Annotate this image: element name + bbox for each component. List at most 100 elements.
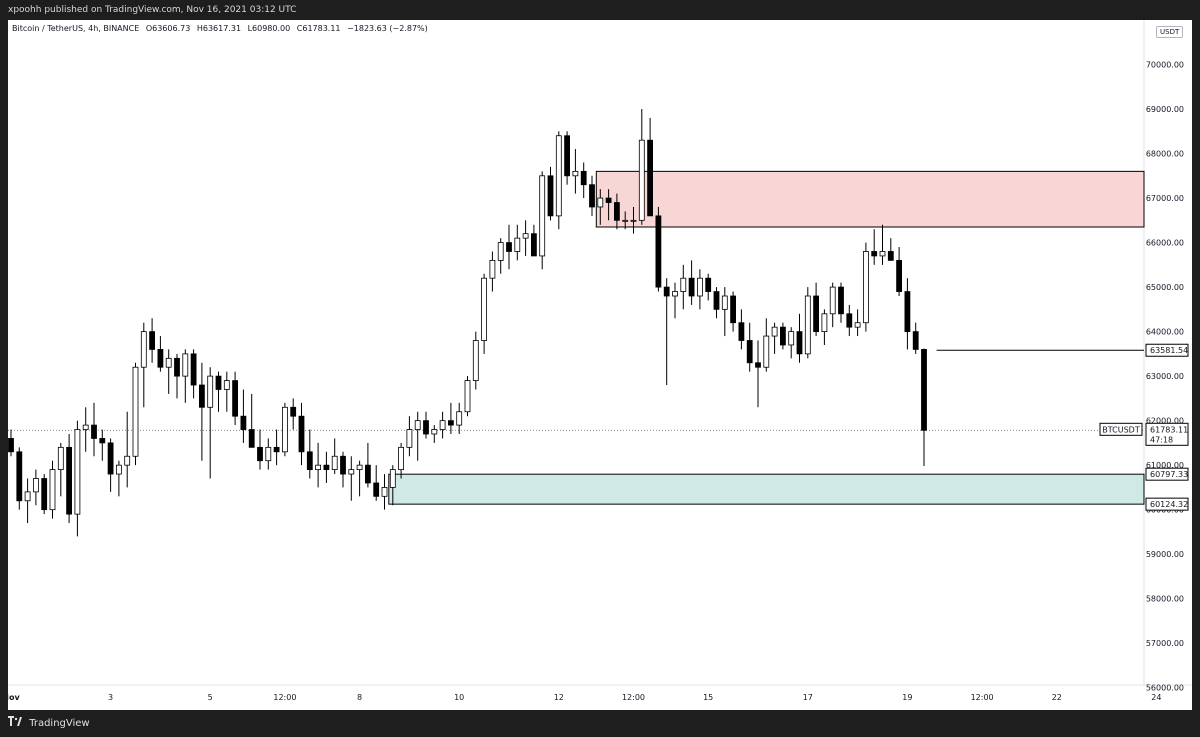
candle — [348, 469, 355, 475]
candle — [921, 349, 927, 431]
candle — [738, 322, 745, 341]
candle — [829, 286, 836, 315]
candle — [140, 331, 147, 368]
supply-zone — [595, 170, 1145, 228]
candle — [66, 446, 72, 515]
candle — [165, 357, 172, 368]
candle — [132, 366, 139, 457]
candle — [705, 277, 712, 292]
x-tick-label: 3 — [108, 693, 113, 702]
footer-brand: TradingView — [29, 718, 90, 729]
y-tick-label: 59000.00 — [1146, 550, 1184, 559]
candle — [298, 415, 305, 453]
candle — [8, 438, 14, 453]
ohlc-high: H63617.31 — [196, 24, 242, 33]
candle — [257, 446, 263, 462]
candle — [281, 406, 288, 453]
candle — [605, 197, 612, 203]
candle — [116, 464, 122, 475]
candle — [879, 251, 886, 257]
candle — [887, 251, 894, 261]
candle — [555, 135, 562, 217]
price-change: −1823.63 (−2.87%) — [347, 24, 428, 33]
candle — [464, 380, 471, 413]
candle — [804, 295, 811, 355]
candle — [846, 313, 853, 328]
tradingview-logo-icon — [8, 712, 22, 736]
candle — [655, 215, 662, 288]
candle — [755, 362, 761, 368]
candle — [107, 442, 114, 475]
candle — [174, 357, 180, 377]
candle — [41, 478, 48, 511]
x-tick-label: 12:00 — [971, 693, 994, 702]
y-tick-label: 66000.00 — [1146, 239, 1184, 248]
candle — [290, 406, 297, 417]
candle — [796, 331, 803, 355]
candle — [215, 375, 222, 390]
candle — [398, 446, 405, 471]
candle — [622, 219, 629, 222]
candle — [663, 286, 670, 297]
chart-frame — [8, 20, 1192, 710]
candle — [481, 277, 488, 341]
publisher-text: xpoohh published on TradingView.com, Nov… — [8, 5, 297, 15]
candle — [207, 375, 214, 408]
candle — [82, 424, 89, 430]
candle — [99, 438, 106, 444]
x-tick-label: 22 — [1052, 693, 1062, 702]
candle — [373, 482, 380, 497]
candle — [431, 429, 438, 435]
candle — [896, 259, 902, 292]
candle — [232, 380, 239, 417]
x-tick-label: 24 — [1151, 693, 1161, 702]
candle — [672, 291, 678, 297]
x-tick-label: 8 — [357, 693, 362, 702]
candle — [472, 340, 479, 381]
candle — [364, 464, 371, 484]
candle — [531, 233, 537, 257]
candles — [8, 109, 927, 537]
y-tick-label: 65000.00 — [1146, 283, 1184, 292]
publish-header: xpoohh published on TradingView.com, Nov… — [0, 0, 1200, 20]
candle — [788, 331, 795, 346]
candle — [564, 135, 570, 177]
candle — [91, 424, 97, 439]
candle — [721, 295, 728, 310]
candle — [713, 291, 720, 310]
candle — [763, 335, 770, 368]
candle — [74, 429, 81, 515]
candle — [456, 411, 463, 426]
candle — [198, 384, 205, 408]
last-price-box — [1145, 422, 1189, 446]
x-tick-label: 17 — [803, 693, 813, 702]
y-tick-label: 58000.00 — [1146, 595, 1184, 604]
candle — [854, 322, 861, 328]
candle — [630, 219, 637, 222]
candle — [580, 170, 587, 186]
candle — [331, 455, 338, 471]
y-tick-label: 56000.00 — [1146, 684, 1184, 693]
ohlc-close: C61783.11 — [296, 24, 341, 33]
level-price-label: 63581.54 — [1150, 346, 1188, 355]
candle — [340, 455, 346, 475]
x-tick-label: 12:00 — [622, 693, 645, 702]
candle — [248, 429, 255, 448]
candle — [904, 291, 911, 333]
candle — [414, 420, 421, 430]
candle — [489, 259, 496, 279]
candle — [124, 455, 131, 466]
footer-bar: TradingView — [0, 712, 1200, 736]
x-tick-label: 12:00 — [273, 693, 296, 702]
x-tick-label: 15 — [703, 693, 713, 702]
y-tick-label: 62000.00 — [1146, 417, 1184, 426]
symbol-tag-label: BTCUSDT — [1102, 425, 1140, 434]
price-chart[interactable]: 56000.0057000.0058000.0059000.0060000.00… — [8, 20, 1192, 710]
candle — [863, 251, 869, 324]
x-tick-label: 5 — [208, 693, 213, 702]
candle — [680, 277, 687, 292]
candle — [389, 469, 396, 488]
candle — [838, 286, 844, 315]
currency-button[interactable]: USDT — [1156, 26, 1184, 38]
demand-bottom-price-box — [1145, 497, 1189, 511]
